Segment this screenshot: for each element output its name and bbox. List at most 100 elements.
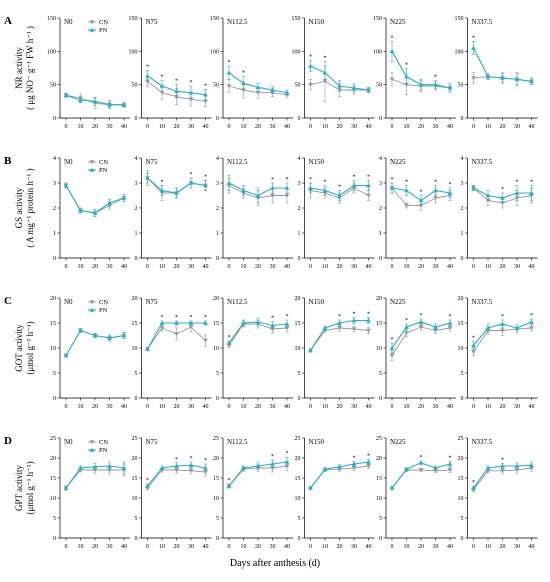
cn-marker (471, 76, 476, 81)
x-tick-label: 30 (433, 264, 439, 270)
pn-marker (308, 485, 313, 490)
y-tick-label: 0 (379, 116, 382, 122)
y-axis-unit: ( μg NO⁻ g⁻¹ FW h⁻¹ ) (25, 26, 35, 110)
pn-marker (418, 460, 424, 465)
x-tick-label: 40 (447, 404, 453, 410)
y-tick-label: 0 (461, 116, 464, 122)
x-tick-label: 20 (255, 404, 261, 410)
x-tick-label: 0 (146, 544, 149, 550)
significance-mark: * (391, 337, 394, 343)
x-tick-label: 0 (391, 264, 394, 270)
pn-marker (226, 70, 232, 75)
pn-marker (471, 485, 476, 490)
cn-marker (366, 464, 371, 469)
pn-marker (500, 75, 505, 80)
x-tick-label: 0 (391, 404, 394, 410)
y-tick-label: 25 (295, 436, 301, 442)
x-tick-label: 40 (366, 544, 372, 550)
y-tick-label: 0 (379, 256, 382, 262)
y-tick-label: 5 (135, 371, 138, 377)
pn-marker (389, 49, 395, 54)
x-tick-label: 30 (188, 404, 194, 410)
pn-marker (270, 87, 275, 92)
y-tick-label: 1 (298, 231, 301, 237)
x-tick-label: 10 (404, 124, 410, 130)
legend-cn-label: CN (99, 19, 108, 26)
pn-marker (366, 318, 371, 323)
pn-marker (471, 343, 476, 348)
y-tick-label: 2 (135, 206, 138, 212)
x-tick-label: 10 (241, 404, 247, 410)
y-tick-label: 15 (295, 476, 301, 482)
x-tick-label: 0 (472, 124, 475, 130)
pn-marker (241, 81, 246, 86)
pn-marker (89, 307, 95, 312)
pn-marker (145, 483, 150, 488)
pn-marker (418, 198, 424, 203)
significance-mark: * (391, 177, 394, 183)
pn-marker (203, 320, 208, 325)
pn-marker (447, 190, 453, 195)
x-tick-label: 40 (203, 124, 209, 130)
cn-marker (447, 468, 453, 473)
x-tick-label: 30 (107, 264, 113, 270)
x-tick-label: 0 (472, 404, 475, 410)
y-tick-label: 150 (373, 16, 382, 22)
pn-marker (226, 180, 232, 185)
x-tick-label: 10 (159, 544, 165, 550)
x-tick-label: 10 (78, 404, 84, 410)
pn-marker (529, 463, 534, 467)
pn-marker (404, 467, 409, 471)
significance-mark: * (501, 458, 504, 464)
cn-marker (404, 331, 409, 336)
pn-marker (174, 463, 179, 468)
x-tick-label: 0 (228, 544, 231, 550)
y-tick-label: 20 (50, 296, 56, 302)
cn-marker (174, 332, 179, 337)
panel-title: N337.5 (472, 298, 493, 306)
x-tick-label: 0 (228, 124, 231, 130)
significance-mark: * (190, 456, 193, 462)
cn-marker (270, 193, 275, 198)
x-tick-label: 40 (366, 264, 372, 270)
pn-marker (389, 485, 395, 490)
pn-marker (529, 79, 534, 84)
pn-marker (174, 89, 179, 94)
x-tick-label: 20 (337, 264, 343, 270)
y-tick-label: 10 (295, 496, 301, 502)
y-tick-label: 25 (458, 436, 464, 442)
y-tick-label: 0 (461, 396, 464, 402)
chart-row-A: ANR activity( μg NO⁻ g⁻¹ FW h⁻¹ )0501001… (4, 15, 538, 130)
x-tick-label: 30 (270, 404, 276, 410)
significance-mark: * (228, 478, 231, 484)
cn-marker (351, 327, 357, 332)
row-label: B (4, 155, 12, 167)
x-tick-label: 40 (447, 124, 453, 130)
y-tick-label: 100 (373, 49, 382, 55)
x-tick-label: 20 (174, 404, 180, 410)
significance-mark: * (405, 180, 408, 186)
y-tick-label: 10 (458, 346, 464, 352)
y-axis-unit: (μmol g⁻¹ h⁻¹) (25, 321, 35, 374)
cn-marker (89, 440, 95, 445)
pn-marker (121, 102, 127, 107)
cn-marker (203, 338, 208, 343)
y-tick-label: 10 (295, 346, 301, 352)
x-tick-label: 0 (391, 544, 394, 550)
y-tick-label: 0 (379, 536, 382, 542)
pn-marker (404, 188, 409, 193)
significance-mark: * (449, 456, 452, 462)
y-tick-label: 20 (376, 296, 382, 302)
pn-marker (500, 321, 505, 326)
significance-mark: * (530, 313, 533, 319)
pn-marker (78, 465, 83, 470)
panel-title: N112.5 (227, 438, 248, 446)
x-tick-label: 10 (485, 124, 491, 130)
pn-marker (89, 27, 95, 32)
cn-marker (159, 326, 165, 331)
panel-title: N225 (390, 298, 406, 306)
x-tick-label: 0 (228, 404, 231, 410)
x-tick-label: 20 (337, 544, 343, 550)
